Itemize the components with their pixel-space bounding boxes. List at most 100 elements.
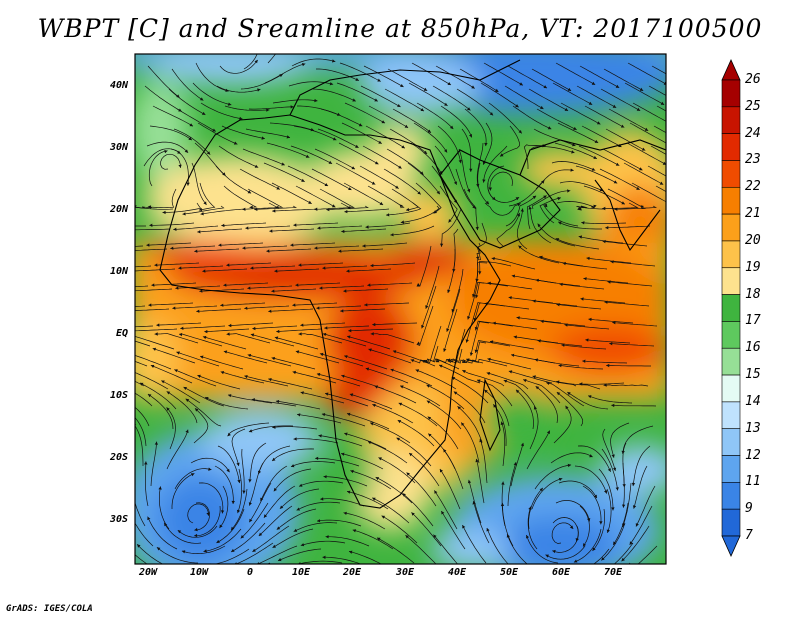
streamline	[325, 536, 370, 547]
streamline-arrow	[441, 511, 445, 515]
streamline-arrow	[175, 286, 179, 290]
streamline	[374, 385, 417, 404]
streamline-arrow	[458, 159, 462, 164]
streamline-arrow	[275, 399, 280, 404]
streamline	[550, 452, 593, 464]
streamline	[462, 524, 487, 564]
streamline-arrow	[398, 165, 402, 169]
streamline	[516, 317, 562, 324]
streamline	[317, 225, 363, 229]
streamline	[221, 125, 265, 140]
streamline-arrow	[220, 303, 224, 307]
streamline	[147, 516, 178, 550]
streamline-arrow	[592, 547, 596, 551]
streamline	[187, 503, 210, 524]
streamline	[183, 386, 225, 407]
streamline	[466, 358, 508, 367]
streamline-arrow	[352, 529, 357, 533]
streamline-arrow	[544, 203, 548, 208]
streamline	[578, 145, 620, 166]
streamline	[479, 438, 488, 484]
streamline-arrow	[562, 261, 566, 266]
streamline	[526, 534, 559, 564]
streamline	[629, 122, 666, 144]
streamline	[588, 318, 634, 324]
streamline	[480, 82, 519, 108]
streamline-arrow	[491, 257, 495, 261]
streamline	[451, 268, 464, 313]
streamline	[413, 122, 448, 153]
streamline-arrow	[352, 98, 356, 102]
streamline	[545, 545, 586, 560]
streamline	[135, 501, 146, 527]
coastlines	[159, 59, 666, 509]
streamline-arrow	[271, 356, 275, 361]
streamline	[243, 54, 258, 70]
streamline-arrow	[519, 82, 523, 86]
streamline	[529, 406, 539, 450]
streamline	[348, 328, 394, 332]
streamline	[135, 340, 151, 347]
streamline-arrow	[589, 454, 593, 458]
streamline-arrow	[535, 386, 540, 390]
streamline	[191, 162, 207, 206]
streamline	[655, 185, 666, 192]
streamline-arrow	[248, 429, 253, 433]
streamline	[199, 288, 245, 292]
streamline	[221, 222, 267, 226]
streamline	[535, 385, 558, 424]
streamline-arrow	[161, 380, 165, 384]
streamline	[227, 394, 273, 404]
streamline	[381, 515, 418, 544]
streamline	[493, 403, 507, 447]
streamline	[523, 144, 546, 169]
streamline	[288, 81, 334, 87]
streamline	[149, 222, 195, 226]
streamline	[220, 302, 266, 306]
streamline	[272, 426, 318, 430]
streamline-arrow	[474, 326, 478, 331]
streamline	[218, 145, 259, 168]
footer-credit: GrADS: IGES/COLA	[6, 604, 93, 614]
streamline-arrow	[240, 535, 245, 539]
streamline	[487, 358, 532, 370]
streamline	[156, 547, 199, 564]
streamline	[202, 336, 247, 350]
streamline	[502, 502, 514, 547]
streamline	[135, 305, 146, 307]
streamline	[277, 548, 322, 562]
streamline	[135, 248, 168, 251]
streamline-arrow	[540, 105, 544, 109]
streamline	[586, 257, 632, 264]
streamline	[504, 85, 544, 110]
lon-label: 60E	[551, 567, 571, 578]
streamline	[172, 305, 218, 309]
streamline	[508, 180, 545, 207]
streamline	[244, 375, 289, 387]
streamline	[135, 325, 154, 328]
streamline-arrow	[467, 107, 471, 111]
streamline	[293, 522, 338, 532]
streamline-arrow	[189, 123, 193, 127]
streamline	[505, 195, 537, 227]
streamline	[349, 393, 393, 410]
streamline	[447, 248, 456, 294]
streamline	[297, 560, 343, 564]
lat-label: 20N	[109, 204, 128, 215]
streamline	[461, 128, 472, 172]
streamline-arrow	[578, 235, 583, 239]
streamline	[161, 380, 201, 404]
streamline	[185, 398, 222, 427]
streamline-arrow	[292, 370, 296, 375]
streamline-arrow	[488, 187, 492, 191]
streamline-arrow	[186, 182, 190, 186]
streamline	[171, 473, 195, 509]
lat-label: 40N	[109, 80, 128, 91]
streamline-arrow	[487, 357, 491, 361]
streamline	[196, 308, 242, 312]
streamline-arrow	[365, 367, 370, 371]
streamline	[175, 285, 221, 289]
streamline-arrow	[434, 490, 438, 494]
streamline-arrow	[390, 233, 394, 237]
streamline	[559, 181, 604, 192]
